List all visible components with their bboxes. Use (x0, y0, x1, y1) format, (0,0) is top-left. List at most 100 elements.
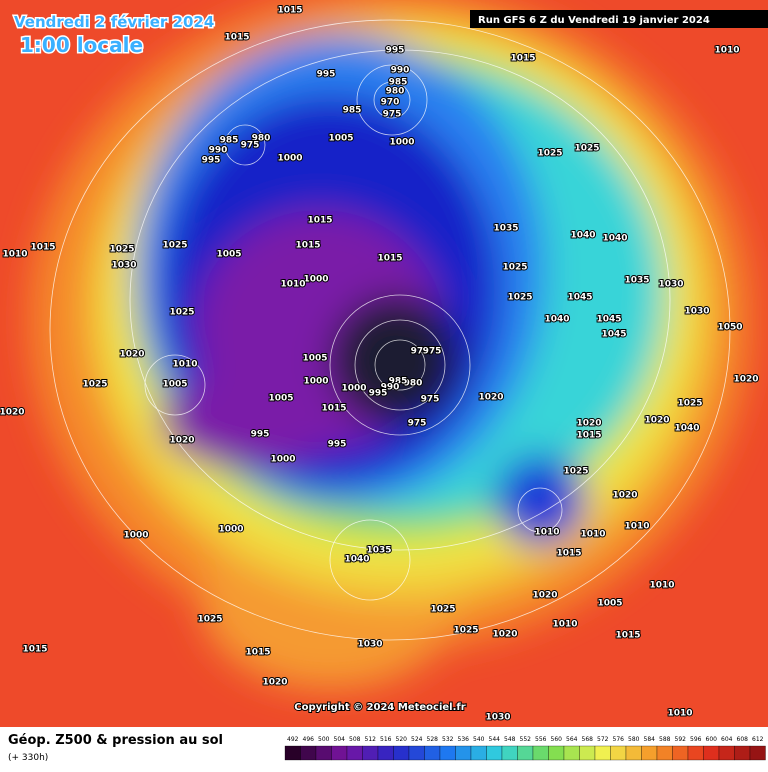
isobar-label: 1015 (576, 431, 601, 441)
isobar-label: 1045 (567, 293, 592, 303)
run-info: Run GFS 6 Z du Vendredi 19 janvier 2024 (478, 15, 710, 26)
isobar-label: 1005 (216, 250, 241, 260)
isobar-label: 985 (389, 78, 408, 88)
isobar-label: 1010 (624, 522, 649, 532)
isobar-label: 985 (220, 136, 239, 146)
scale-swatch (563, 745, 580, 761)
scale-swatch (284, 745, 301, 761)
isobar-label: 1020 (576, 419, 601, 429)
isobar-label: 1005 (328, 134, 353, 144)
scale-label: 612 (752, 736, 764, 743)
isobar-label: 1040 (544, 315, 569, 325)
isobar-label: 1025 (197, 615, 222, 625)
isobar-label: 1000 (341, 384, 366, 394)
isobar-label: 1015 (224, 33, 249, 43)
scale-label: 580 (628, 736, 640, 743)
scale-swatch (501, 745, 518, 761)
isobar-label: 1025 (82, 380, 107, 390)
isobar-label: 975 (421, 395, 440, 405)
scale-label: 504 (334, 736, 346, 743)
isobar-label: 1000 (303, 275, 328, 285)
isobar-label: 1005 (268, 394, 293, 404)
run-box (470, 10, 768, 28)
isobar-label: 1025 (162, 241, 187, 251)
isobar-label: 1040 (674, 424, 699, 434)
isobar-label: 1020 (0, 408, 25, 418)
isobar-label: 995 (328, 440, 347, 450)
isobar-label: 995 (317, 70, 336, 80)
isobar-label: 1020 (262, 678, 287, 688)
scale-label: 584 (644, 736, 656, 743)
scale-swatch (455, 745, 472, 761)
isobar-label: 1025 (537, 149, 562, 159)
isobar-label: 1020 (478, 393, 503, 403)
isobar-label: 1010 (2, 250, 27, 260)
isobar-label: 1025 (563, 467, 588, 477)
geopotential-field (30, 0, 750, 690)
isobar-label: 1010 (552, 620, 577, 630)
isobar-label: 1015 (615, 631, 640, 641)
isobar-label: 1000 (277, 154, 302, 164)
scale-label: 548 (504, 736, 516, 743)
scale-label: 532 (442, 736, 454, 743)
scale-label: 592 (675, 736, 687, 743)
date: Vendredi 2 février 2024 (14, 13, 214, 31)
scale-swatch (749, 745, 766, 761)
scale-label: 564 (566, 736, 578, 743)
isobar-label: 1020 (169, 436, 194, 446)
isobar-label: 995 (386, 46, 405, 56)
isobar-label: 1035 (366, 546, 391, 556)
scale-swatch (377, 745, 394, 761)
isobar-label: 1000 (303, 377, 328, 387)
isobar-label: 1015 (377, 254, 402, 264)
scale-label: 604 (721, 736, 733, 743)
isobar-label: 1015 (510, 54, 535, 64)
isobar-label: 1015 (22, 645, 47, 655)
scale-swatch (579, 745, 596, 761)
isobar-label: 970 (381, 98, 400, 108)
isobar-label: 1010 (172, 360, 197, 370)
isobar-label: 1015 (295, 241, 320, 251)
scale-label: 528 (427, 736, 439, 743)
isobar-label: 980 (404, 379, 423, 389)
isobar-label: 1010 (580, 530, 605, 540)
isobar-label: 1020 (492, 630, 517, 640)
isobar-label: 1040 (570, 231, 595, 241)
isobar-label: 1020 (119, 350, 144, 360)
scale-swatch (439, 745, 456, 761)
isobar-label: 1030 (658, 280, 683, 290)
time: 1:00 locale (20, 33, 143, 57)
isobar-label: 985 (343, 106, 362, 116)
isobar-label: 1035 (624, 276, 649, 286)
scale-swatch (641, 745, 658, 761)
scale-swatch (594, 745, 611, 761)
isobar-label: 1020 (612, 491, 637, 501)
isobar-label: 1010 (667, 709, 692, 719)
scale-swatch (331, 745, 348, 761)
isobar-label: 1015 (277, 6, 302, 16)
scale-label: 508 (349, 736, 361, 743)
isobar-label: 980 (252, 134, 271, 144)
scale-swatch (734, 745, 751, 761)
scale-swatch (486, 745, 503, 761)
scale-label: 568 (582, 736, 594, 743)
isobar-label: 1015 (245, 648, 270, 658)
scale-label: 560 (551, 736, 563, 743)
scale-label: 512 (365, 736, 377, 743)
isobar-label: 990 (209, 146, 228, 156)
scale-swatch (362, 745, 379, 761)
isobar-label: 1025 (430, 605, 455, 615)
isobar-label: 1010 (649, 581, 674, 591)
scale-label: 544 (489, 736, 501, 743)
isobar-label: 1030 (111, 261, 136, 271)
scale-swatch (424, 745, 441, 761)
isobar-label: 1020 (733, 375, 758, 385)
isobar-label: 1020 (532, 591, 557, 601)
scale-swatch (470, 745, 487, 761)
isobar-label: 1025 (502, 263, 527, 273)
isobar-label: 1005 (302, 354, 327, 364)
isobar-label: 1000 (123, 531, 148, 541)
isobar-label: 995 (202, 156, 221, 166)
